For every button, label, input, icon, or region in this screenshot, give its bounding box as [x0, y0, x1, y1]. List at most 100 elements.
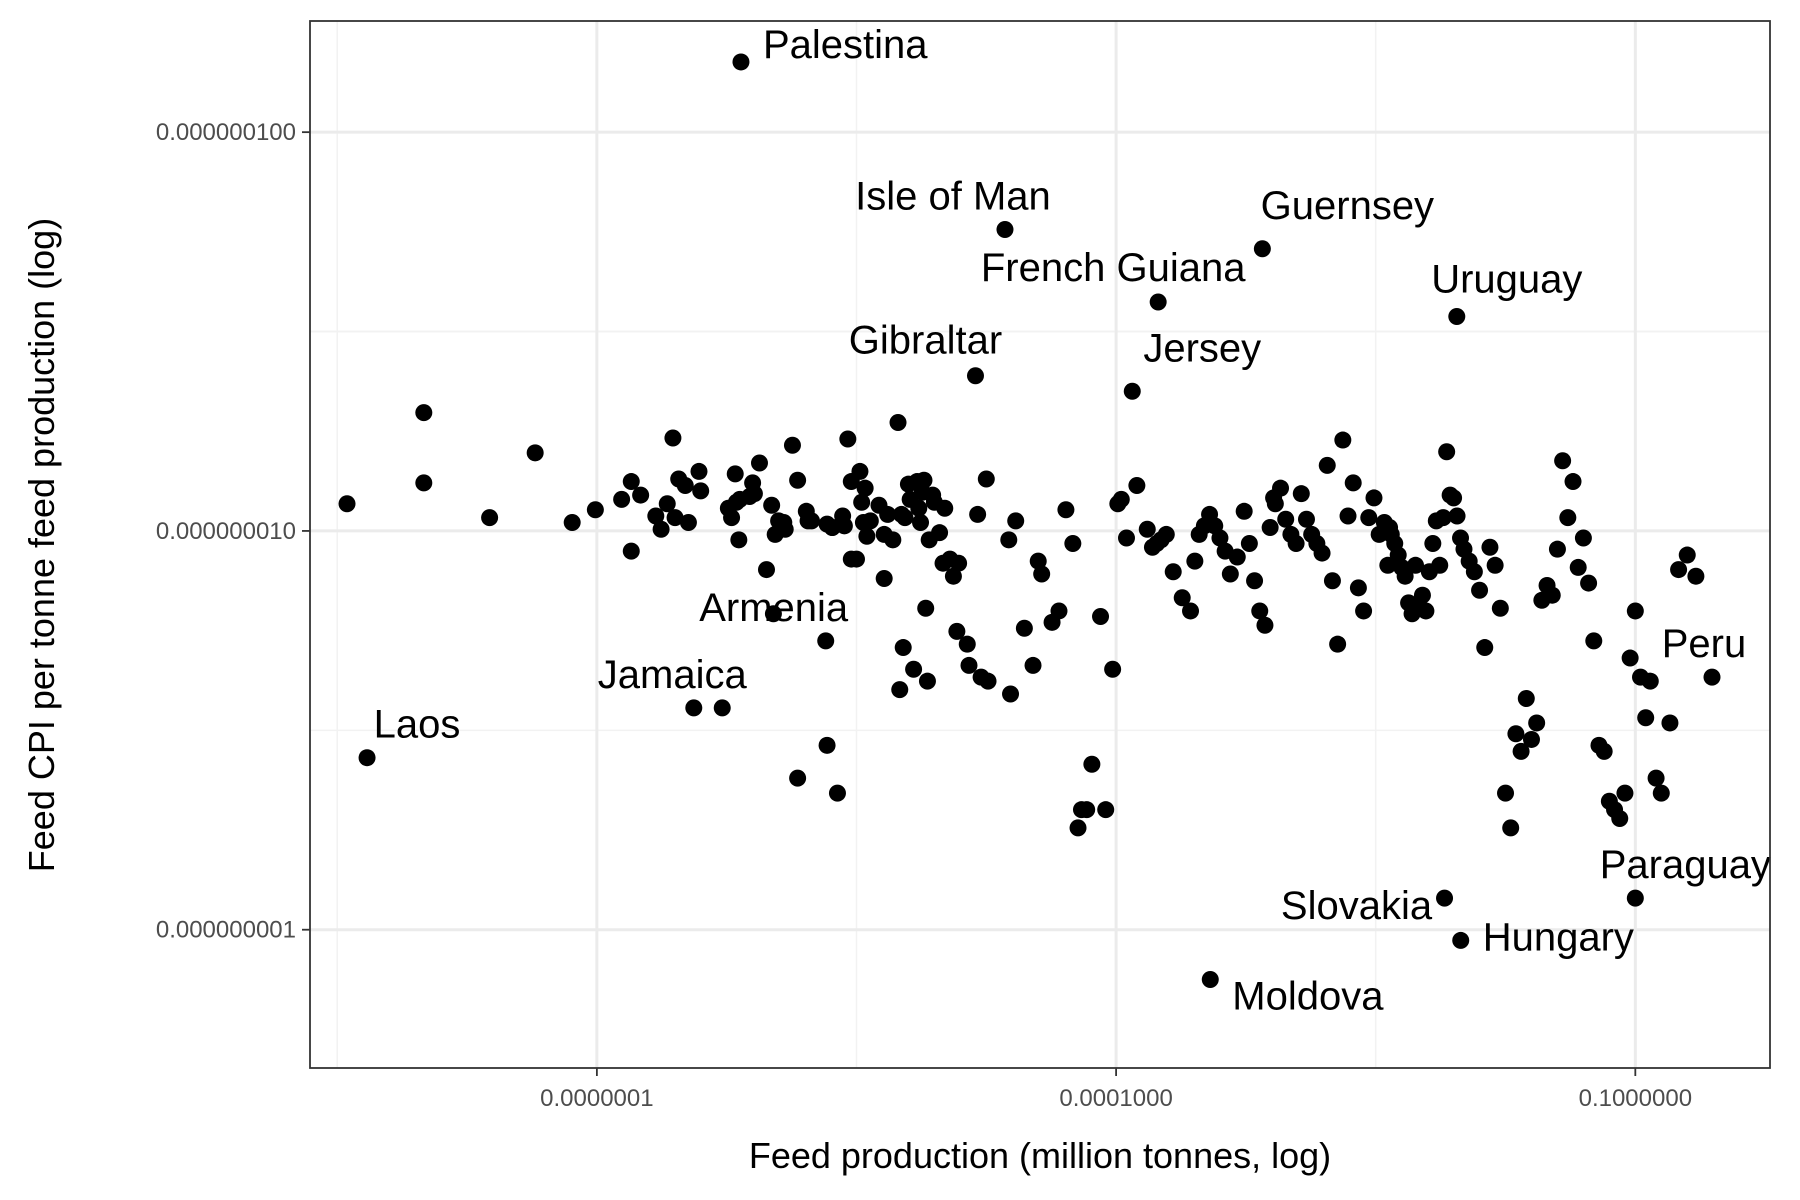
data-point	[950, 554, 968, 572]
data-point	[563, 513, 581, 531]
data-point	[918, 672, 936, 690]
data-point	[1092, 608, 1110, 626]
labeled-data-point	[358, 749, 376, 767]
data-point	[1261, 519, 1279, 537]
data-point	[1512, 742, 1530, 760]
data-point	[1431, 556, 1449, 574]
data-point	[915, 471, 933, 489]
data-point	[1235, 502, 1253, 520]
data-point	[969, 505, 987, 523]
data-point	[1647, 769, 1665, 787]
data-point	[1033, 565, 1051, 583]
data-point	[1117, 529, 1135, 547]
data-point	[526, 444, 544, 462]
data-point	[1064, 535, 1082, 553]
data-point	[1211, 529, 1229, 547]
data-point	[764, 605, 782, 623]
data-point	[658, 495, 676, 513]
point-label: Armenia	[699, 586, 849, 630]
data-point	[803, 512, 821, 530]
data-point	[1128, 476, 1146, 494]
data-point	[960, 656, 978, 674]
data-point	[1272, 479, 1290, 497]
data-point	[1083, 755, 1101, 773]
data-point	[666, 509, 684, 527]
data-point	[1355, 602, 1373, 620]
data-point	[917, 599, 935, 617]
data-point	[889, 414, 907, 432]
data-point	[763, 496, 781, 514]
point-labels-layer: Palestina Isle of Man Guernsey French Guian…	[374, 23, 1771, 1019]
data-point	[1256, 616, 1274, 634]
data-point	[1251, 602, 1269, 620]
x-tick-label: 0.1000000	[1579, 1085, 1692, 1112]
point-label: Uruguay	[1431, 257, 1582, 301]
data-point	[828, 784, 846, 802]
data-point	[783, 436, 801, 454]
data-point	[1507, 725, 1525, 743]
data-point	[1334, 431, 1352, 449]
labeled-data-point	[1436, 889, 1454, 907]
data-point	[1585, 632, 1603, 650]
data-point	[1329, 635, 1347, 653]
labeled-data-point	[817, 632, 835, 650]
data-point	[1554, 452, 1572, 470]
data-point	[1687, 567, 1705, 585]
data-point	[1323, 572, 1341, 590]
data-point	[632, 486, 650, 504]
point-label: Isle of Man	[855, 175, 1051, 219]
labeled-data-point	[1123, 382, 1141, 400]
data-point	[1564, 473, 1582, 491]
data-point	[858, 527, 876, 545]
data-point	[936, 499, 954, 517]
data-point	[1396, 567, 1414, 585]
data-point	[1277, 510, 1295, 528]
points-layer	[338, 53, 1721, 989]
data-point	[1637, 709, 1655, 727]
data-point	[1360, 509, 1378, 527]
point-label: Jamaica	[598, 653, 748, 697]
data-point	[1465, 563, 1483, 581]
data-point	[856, 479, 874, 497]
data-point	[1297, 510, 1315, 528]
data-point	[1186, 552, 1204, 570]
data-point	[1379, 556, 1397, 574]
data-point	[1266, 495, 1284, 513]
data-point	[912, 513, 930, 531]
data-point	[338, 495, 356, 513]
data-point	[622, 542, 640, 560]
data-point	[1502, 819, 1520, 837]
data-point	[977, 470, 995, 488]
labeled-data-point	[966, 367, 984, 385]
data-point	[1057, 501, 1075, 519]
labeled-data-point	[1149, 293, 1167, 311]
data-point	[948, 622, 966, 640]
data-point	[1240, 535, 1258, 553]
data-point	[1574, 529, 1592, 547]
data-point	[905, 660, 923, 678]
data-point	[1344, 474, 1362, 492]
data-point	[1497, 784, 1515, 802]
data-point	[1528, 714, 1546, 732]
data-point	[1670, 561, 1688, 579]
data-point	[1365, 489, 1383, 507]
data-point	[1339, 507, 1357, 525]
data-point	[839, 430, 857, 448]
x-axis-title: Feed production (million tonnes, log)	[749, 1135, 1331, 1176]
data-point	[910, 499, 928, 517]
point-label: Laos	[374, 703, 461, 747]
data-point	[931, 524, 949, 542]
data-point	[1616, 784, 1634, 802]
data-point	[1434, 509, 1452, 527]
data-point	[896, 509, 914, 527]
point-label: Slovakia	[1281, 884, 1433, 928]
data-point	[647, 507, 665, 525]
point-label: Paraguay	[1600, 843, 1771, 887]
data-point	[586, 501, 604, 519]
data-point	[1595, 742, 1613, 760]
y-tick-label: 0.000000100	[156, 119, 296, 146]
data-point	[750, 454, 768, 472]
data-point	[1246, 572, 1264, 590]
y-axis-title: Feed CPI per tonne feed production (log)	[21, 218, 62, 872]
